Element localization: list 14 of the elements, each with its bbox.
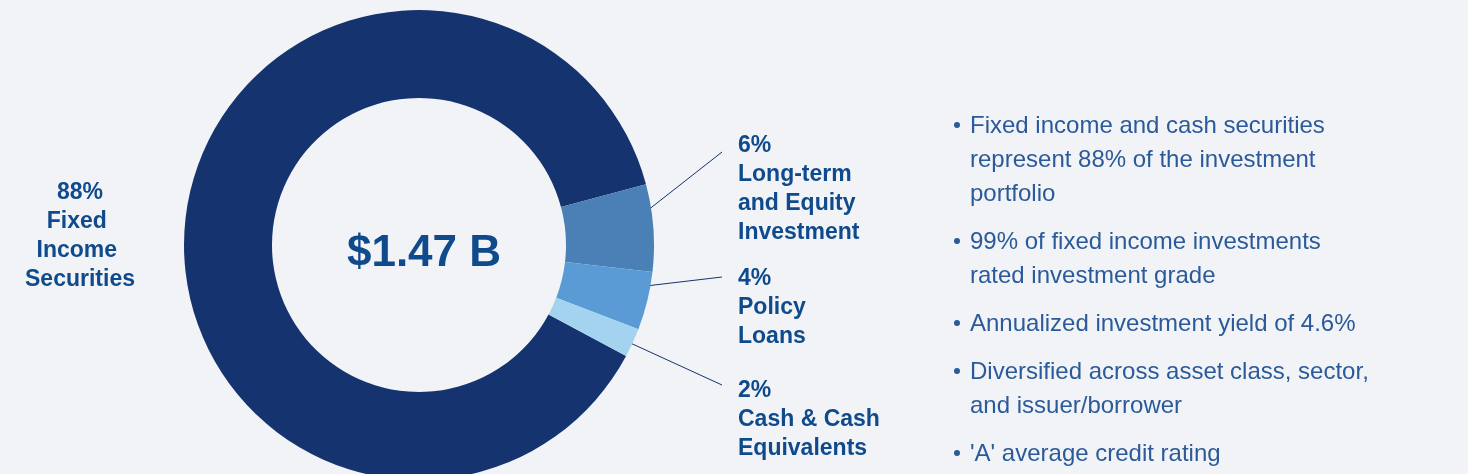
data-label: 2% <box>738 375 772 402</box>
text: Fixed income and cash securities represent 88% of the investment portfolio <box>970 110 1326 208</box>
text: 99% of fixed income investments rated investment grade <box>970 226 1322 290</box>
data-label: 6% <box>738 130 772 157</box>
text: Annualized investment yield of 4.6% <box>970 308 1357 338</box>
slice-label: Long-term and Equity Investment <box>738 159 862 244</box>
slice-label: Policy Loans <box>738 292 813 348</box>
slice-label: Fixed Income Securities <box>25 206 135 291</box>
text: $1.47 B <box>346 225 502 275</box>
slice-label: Cash & Cash Equivalents <box>738 404 887 460</box>
data-label: 4% <box>738 263 772 290</box>
text: Diversified across asset class, sector, and issuer/borrower <box>970 356 1370 420</box>
data-label: 88% <box>56 177 104 204</box>
text: 'A' average credit rating <box>970 438 1222 468</box>
